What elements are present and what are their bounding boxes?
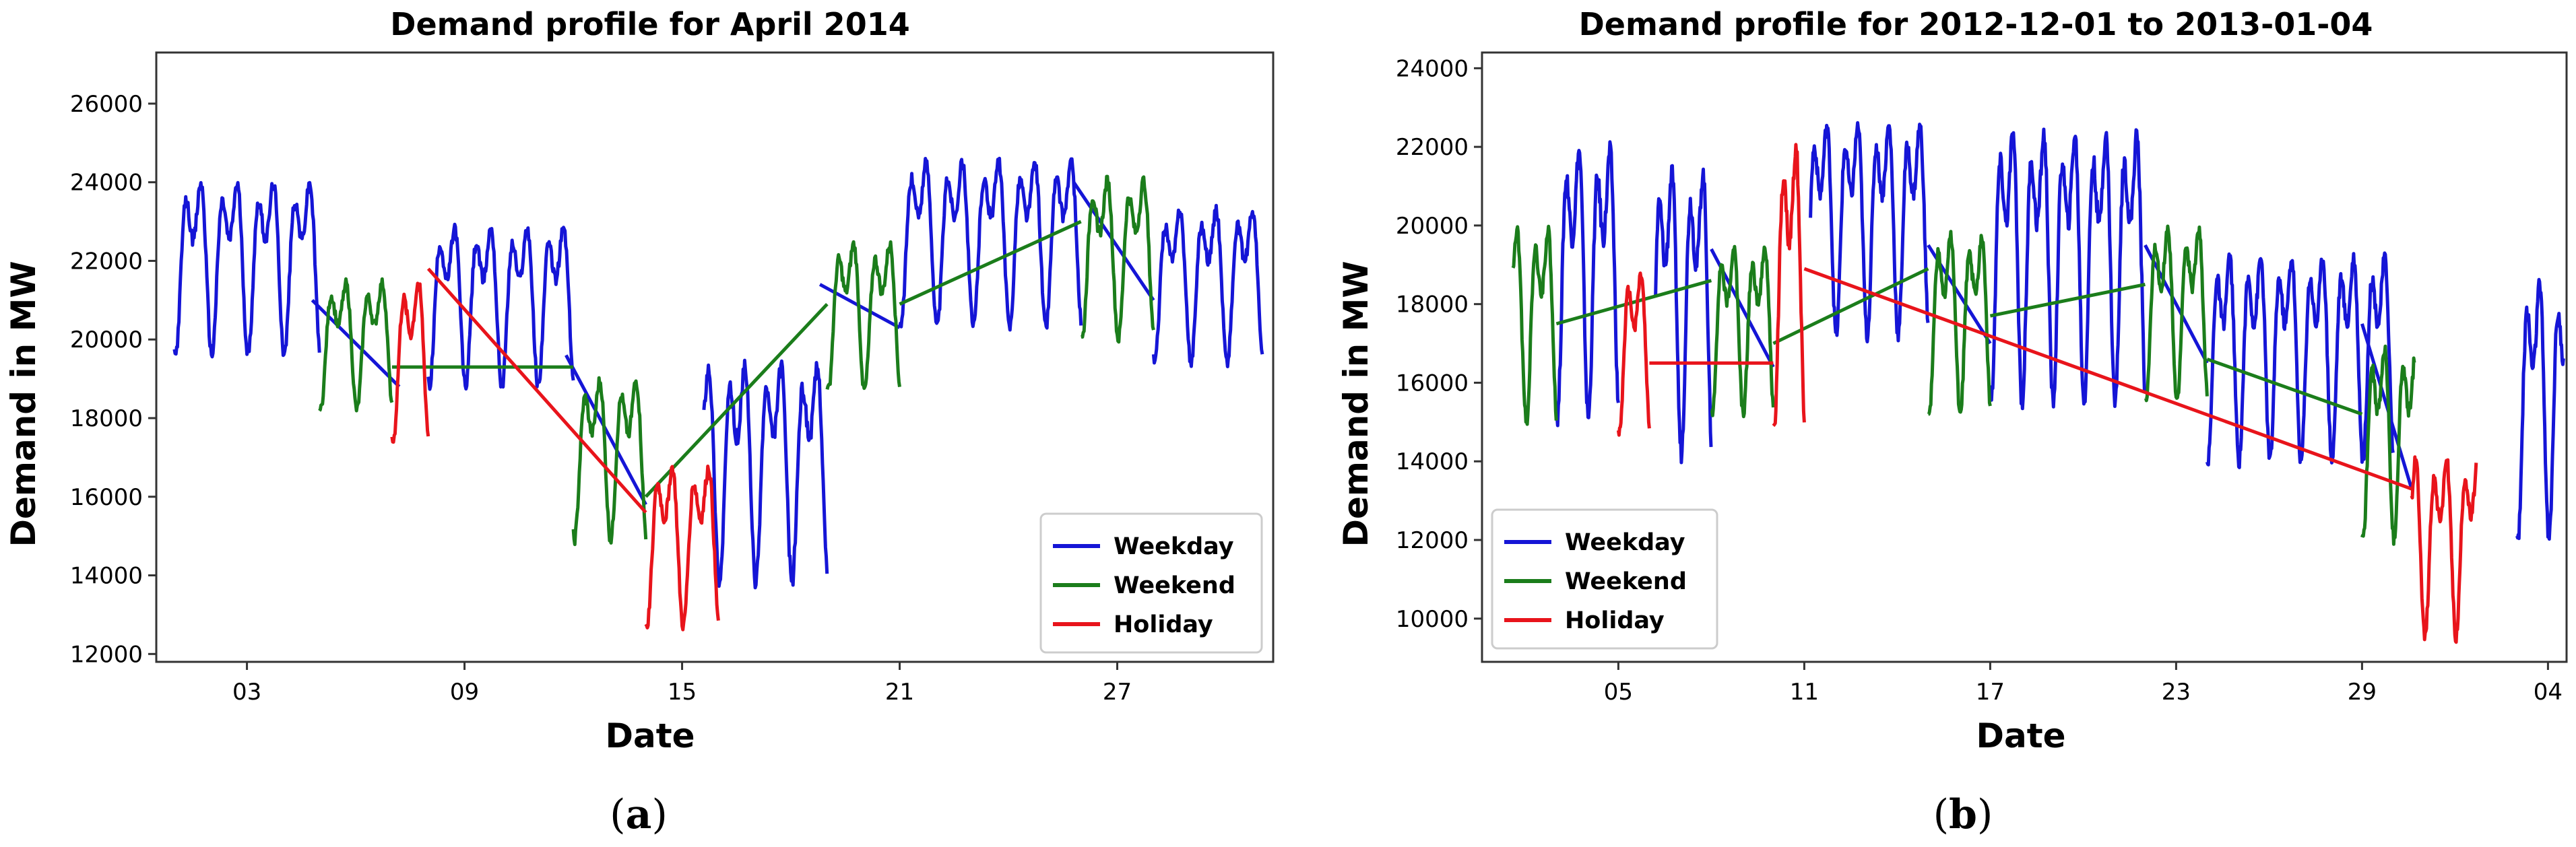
- y-tick-label: 14000: [70, 563, 143, 590]
- series-weekend: [318, 174, 1155, 547]
- series-line-weekday: [426, 222, 575, 391]
- series-line-weekday: [2515, 277, 2565, 541]
- x-tick-label: 27: [1103, 679, 1132, 706]
- y-tick-label: 16000: [70, 484, 143, 511]
- chart-b-ylabel: Demand in MW: [1337, 261, 1376, 547]
- caption-a: (a): [610, 791, 668, 838]
- y-tick-label: 20000: [70, 327, 143, 353]
- series-line-weekday: [1654, 164, 1713, 465]
- series-line-weekend: [318, 277, 394, 413]
- series-line-weekday: [1988, 127, 2147, 411]
- y-tick-label: 20000: [1396, 213, 1469, 240]
- series-line-holiday: [2410, 455, 2478, 644]
- plot-area-a: 12000 14000 16000 18000 20000 22000 24000 26000…: [70, 51, 1275, 706]
- legend: Weekday Weekend Holiday: [1491, 508, 1718, 650]
- series-holiday: [1616, 143, 2478, 644]
- series-connector-weekend: [2206, 358, 2363, 416]
- y-tick-label: 12000: [70, 641, 143, 668]
- legend-box: [1491, 508, 1718, 650]
- x-tick-label: 04: [2534, 679, 2563, 706]
- x-tick-label: 29: [2348, 679, 2377, 706]
- series-connector-weekday: [565, 354, 647, 506]
- series-connector-holiday: [426, 267, 647, 514]
- chart-a-title: Demand profile for April 2014: [390, 6, 909, 42]
- x-tick-label: 15: [668, 679, 697, 706]
- caption-a-letter: a: [626, 791, 652, 838]
- chart-a-ylabel: Demand in MW: [4, 261, 43, 547]
- y-tick-label: 12000: [1396, 527, 1469, 554]
- y-tick-label: 10000: [1396, 606, 1469, 633]
- series-holiday: [390, 267, 720, 632]
- series-line-weekday: [2205, 251, 2395, 469]
- x-tick-label: 05: [1604, 679, 1633, 706]
- series-line-weekday: [1554, 140, 1620, 428]
- series-line-weekday: [172, 180, 321, 359]
- y-tick-label: 22000: [70, 248, 143, 275]
- series-line-holiday: [1616, 271, 1651, 437]
- legend-box: [1039, 512, 1263, 654]
- legend-label-holiday: Holiday: [1114, 611, 1213, 638]
- legend-label-holiday: Holiday: [1565, 607, 1665, 634]
- series-line-weekend: [2360, 344, 2416, 546]
- series-connector-weekend: [899, 219, 1082, 306]
- plot-area-b: 10000 12000 14000 16000 18000 20000 22000 24000…: [1396, 51, 2568, 706]
- legend-label-weekday: Weekday: [1114, 533, 1234, 560]
- series-line-weekend: [1511, 224, 1558, 426]
- x-tick-label: 21: [885, 679, 914, 706]
- series-connector-weekend: [1555, 279, 1712, 326]
- series-line-weekday: [1809, 121, 1930, 343]
- caption-b: (b): [1933, 791, 1993, 838]
- x-tick-label: 17: [1976, 679, 2005, 706]
- series-line-weekend: [1927, 230, 1992, 416]
- caption-b-letter: b: [1949, 791, 1977, 838]
- series-connector-weekend: [644, 302, 829, 498]
- series-line-holiday: [1772, 143, 1806, 428]
- y-tick-label: 16000: [1396, 370, 1469, 397]
- x-tick-label: 03: [232, 679, 261, 706]
- chart-a-xlabel: Date: [605, 716, 695, 755]
- y-tick-label: 18000: [70, 405, 143, 432]
- series-line-weekday: [1151, 203, 1264, 368]
- series-connector-weekend: [1989, 283, 2146, 318]
- series-line-weekend: [825, 240, 901, 391]
- legend-label-weekend: Weekend: [1565, 568, 1687, 595]
- series-line-weekday: [702, 358, 829, 590]
- series-line-weekday: [898, 156, 1083, 332]
- y-tick-label: 22000: [1396, 134, 1469, 161]
- axes-frame: [155, 51, 1275, 663]
- series-line-weekend: [1710, 244, 1775, 419]
- y-tick-label: 24000: [1396, 55, 1469, 82]
- y-tick-label: 24000: [70, 170, 143, 197]
- series-weekday: [1554, 121, 2565, 541]
- chart-b-xlabel: Date: [1976, 716, 2065, 755]
- series-line-holiday: [390, 281, 430, 444]
- series-connector-weekend: [1772, 267, 1929, 345]
- axes-frame: [1481, 51, 2568, 663]
- series-weekend: [1511, 224, 2416, 546]
- y-tick-label: 14000: [1396, 448, 1469, 475]
- x-tick-label: 09: [450, 679, 479, 706]
- legend: Weekday Weekend Holiday: [1039, 512, 1263, 654]
- x-tick-label: 23: [2162, 679, 2191, 706]
- series-line-weekend: [2144, 224, 2209, 403]
- y-tick-label: 18000: [1396, 292, 1469, 318]
- x-tick-label: 11: [1790, 679, 1819, 706]
- legend-label-weekend: Weekend: [1114, 572, 1235, 599]
- series-line-weekend: [1080, 174, 1155, 344]
- legend-label-weekday: Weekday: [1565, 529, 1685, 556]
- series-line-holiday: [644, 465, 720, 632]
- series-connector-weekday: [2144, 244, 2209, 364]
- y-tick-label: 26000: [70, 91, 143, 118]
- series-connector-holiday: [1803, 267, 2412, 491]
- series-line-weekend: [571, 376, 648, 547]
- panel-a-chart: Demand profile for April 2014 12000 14000…: [4, 6, 1275, 838]
- chart-b-title: Demand profile for 2012-12-01 to 2013-01…: [1579, 6, 2373, 42]
- panel-b-chart: Demand profile for 2012-12-01 to 2013-01…: [1337, 6, 2568, 838]
